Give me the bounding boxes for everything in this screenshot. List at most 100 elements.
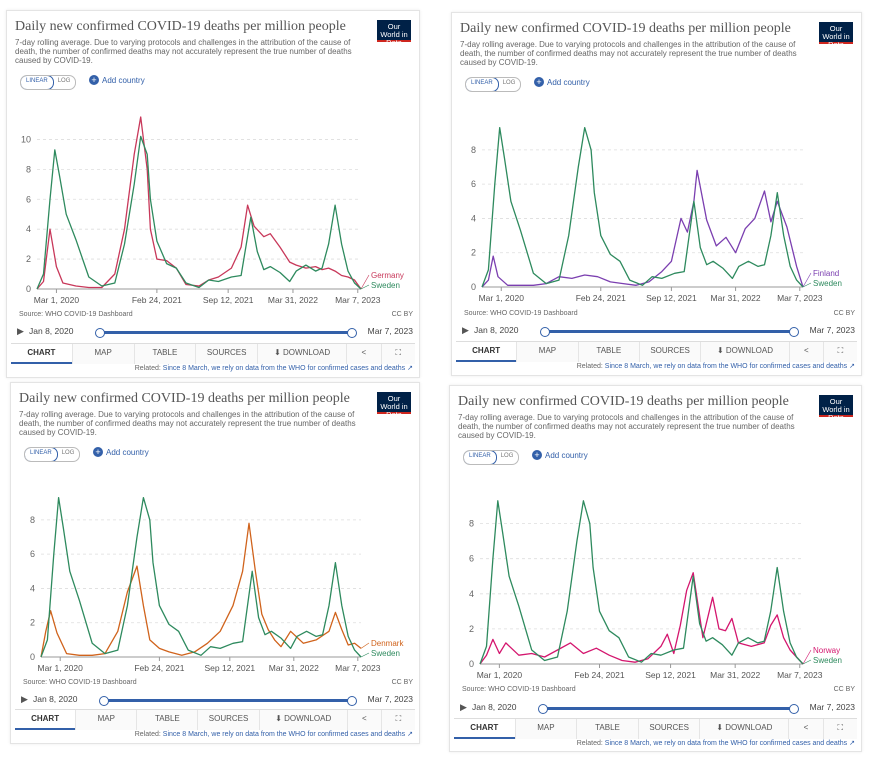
add-country-label: Add country: [545, 450, 588, 460]
external-link-icon[interactable]: ↗: [849, 740, 855, 747]
tab-download[interactable]: ⬇ DOWNLOAD: [699, 719, 788, 739]
tab-chart[interactable]: CHART: [454, 719, 515, 739]
related-link[interactable]: Since 8 March, we rely on data from the …: [604, 363, 848, 370]
owid-logo[interactable]: Our World in Data: [377, 392, 411, 419]
external-link-icon[interactable]: ↗: [849, 363, 855, 370]
license-link[interactable]: CC BY: [391, 679, 413, 686]
timeline-track[interactable]: [99, 696, 357, 706]
tab-bar: CHART MAP TABLE SOURCES ⬇ DOWNLOAD < ⛶: [456, 341, 857, 362]
add-country-button[interactable]: + Add country: [93, 447, 149, 457]
x-tick-label: Mar 7, 2023: [777, 293, 823, 303]
scale-toggle[interactable]: LINEAR LOG: [24, 447, 81, 462]
owid-logo[interactable]: Our World in Data: [819, 395, 853, 422]
download-label: DOWNLOAD: [725, 346, 773, 355]
legend-connector: [360, 642, 370, 649]
source-note[interactable]: Source: WHO COVID-19 Dashboard: [464, 310, 578, 317]
series-line-denmark: [40, 522, 362, 658]
log-button[interactable]: LOG: [61, 450, 75, 456]
tab-table[interactable]: TABLE: [576, 719, 638, 739]
tab-download[interactable]: ⬇ DOWNLOAD: [700, 342, 788, 362]
series-line-sweden: [481, 126, 804, 288]
tab-chart[interactable]: CHART: [456, 342, 517, 362]
add-country-button[interactable]: + Add country: [89, 75, 145, 85]
timeline-track[interactable]: [95, 328, 357, 338]
tab-download[interactable]: ⬇ DOWNLOAD: [257, 344, 346, 364]
related-link[interactable]: Since 8 March, we rely on data from the …: [162, 365, 406, 372]
line-chart[interactable]: 0 2 4 6 8 Mar 1, 2020 Feb 24, 2021 Sep 12, 2021…: [450, 482, 861, 686]
tab-table[interactable]: TABLE: [133, 344, 196, 364]
add-country-label: Add country: [547, 77, 590, 87]
timeline-start-handle[interactable]: [540, 327, 550, 337]
related-link[interactable]: Since 8 March, we rely on data from the …: [604, 740, 848, 747]
line-chart[interactable]: 0 2 4 6 8 10 Mar 1, 2020 Feb 24, 2021 Sep 12, 20…: [7, 107, 419, 311]
timeline-start-handle[interactable]: [95, 328, 105, 338]
expand-button[interactable]: ⛶: [380, 710, 415, 730]
x-tick-label: Feb 24, 2021: [574, 670, 624, 680]
tab-chart[interactable]: CHART: [11, 344, 72, 364]
timeline-end-handle[interactable]: [789, 704, 799, 714]
tab-table[interactable]: TABLE: [136, 710, 197, 730]
add-country-button[interactable]: + Add country: [532, 450, 588, 460]
x-tick-label: Mar 31, 2022: [711, 293, 761, 303]
linear-button[interactable]: LINEAR: [466, 78, 499, 91]
source-note[interactable]: Source: WHO COVID-19 Dashboard: [19, 311, 133, 318]
timeline-end-handle[interactable]: [347, 328, 357, 338]
tab-sources[interactable]: SOURCES: [638, 342, 700, 362]
play-icon[interactable]: ▶: [21, 694, 28, 704]
line-chart[interactable]: 0 2 4 6 8 Mar 1, 2020 Feb 24, 2021 Sep 12, 2021…: [452, 109, 861, 309]
tab-map[interactable]: MAP: [514, 719, 577, 739]
share-button[interactable]: <: [346, 710, 381, 730]
log-button[interactable]: LOG: [502, 80, 516, 86]
timeline[interactable]: ▶ Jan 8, 2020 Mar 7, 2023: [21, 693, 413, 707]
linear-button[interactable]: LINEAR: [25, 448, 58, 461]
owid-logo[interactable]: Our World in Data: [377, 20, 411, 47]
linear-button[interactable]: LINEAR: [464, 451, 497, 464]
timeline-track[interactable]: [538, 704, 799, 714]
timeline[interactable]: ▶ Jan 8, 2020 Mar 7, 2023: [460, 701, 855, 715]
timeline-end-handle[interactable]: [347, 696, 357, 706]
play-icon[interactable]: ▶: [460, 702, 467, 712]
expand-button[interactable]: ⛶: [822, 719, 857, 739]
timeline-start: Jan 8, 2020: [472, 702, 517, 712]
related-link[interactable]: Since 8 March, we rely on data from the …: [162, 731, 406, 738]
source-note[interactable]: Source: WHO COVID-19 Dashboard: [23, 679, 137, 686]
source-note[interactable]: Source: WHO COVID-19 Dashboard: [462, 686, 576, 693]
owid-logo[interactable]: Our World in Data: [819, 22, 853, 49]
timeline-start-handle[interactable]: [99, 696, 109, 706]
line-chart[interactable]: 0 2 4 6 8 Mar 1, 2020 Feb 24, 2021 Sep 12, 2021…: [11, 479, 419, 679]
external-link-icon[interactable]: ↗: [407, 365, 413, 372]
linear-button[interactable]: LINEAR: [21, 76, 54, 89]
play-icon[interactable]: ▶: [17, 326, 24, 336]
series-line-norway: [479, 572, 804, 665]
tab-sources[interactable]: SOURCES: [197, 710, 258, 730]
timeline-start-handle[interactable]: [538, 704, 548, 714]
add-country-button[interactable]: + Add country: [534, 77, 590, 87]
share-button[interactable]: <: [346, 344, 380, 364]
license-link[interactable]: CC BY: [391, 311, 413, 318]
log-button[interactable]: LOG: [57, 78, 71, 84]
share-button[interactable]: <: [788, 719, 822, 739]
timeline[interactable]: ▶ Jan 8, 2020 Mar 7, 2023: [462, 324, 855, 338]
tab-sources[interactable]: SOURCES: [637, 719, 700, 739]
play-icon[interactable]: ▶: [462, 325, 469, 335]
license-link[interactable]: CC BY: [833, 310, 855, 317]
tab-map[interactable]: MAP: [71, 344, 134, 364]
tab-map[interactable]: MAP: [75, 710, 136, 730]
timeline-track[interactable]: [540, 327, 799, 337]
scale-toggle[interactable]: LINEAR LOG: [463, 450, 520, 465]
log-button[interactable]: LOG: [500, 453, 514, 459]
tab-map[interactable]: MAP: [516, 342, 577, 362]
tab-download[interactable]: ⬇ DOWNLOAD: [258, 710, 347, 730]
expand-button[interactable]: ⛶: [380, 344, 415, 364]
expand-button[interactable]: ⛶: [822, 342, 857, 362]
share-button[interactable]: <: [788, 342, 823, 362]
tab-sources[interactable]: SOURCES: [195, 344, 257, 364]
scale-toggle[interactable]: LINEAR LOG: [465, 77, 522, 92]
tab-chart[interactable]: CHART: [15, 710, 76, 730]
timeline[interactable]: ▶ Jan 8, 2020 Mar 7, 2023: [17, 325, 413, 339]
timeline-end-handle[interactable]: [789, 327, 799, 337]
scale-toggle[interactable]: LINEAR LOG: [20, 75, 77, 90]
external-link-icon[interactable]: ↗: [407, 731, 413, 738]
tab-table[interactable]: TABLE: [577, 342, 639, 362]
license-link[interactable]: CC BY: [833, 686, 855, 693]
